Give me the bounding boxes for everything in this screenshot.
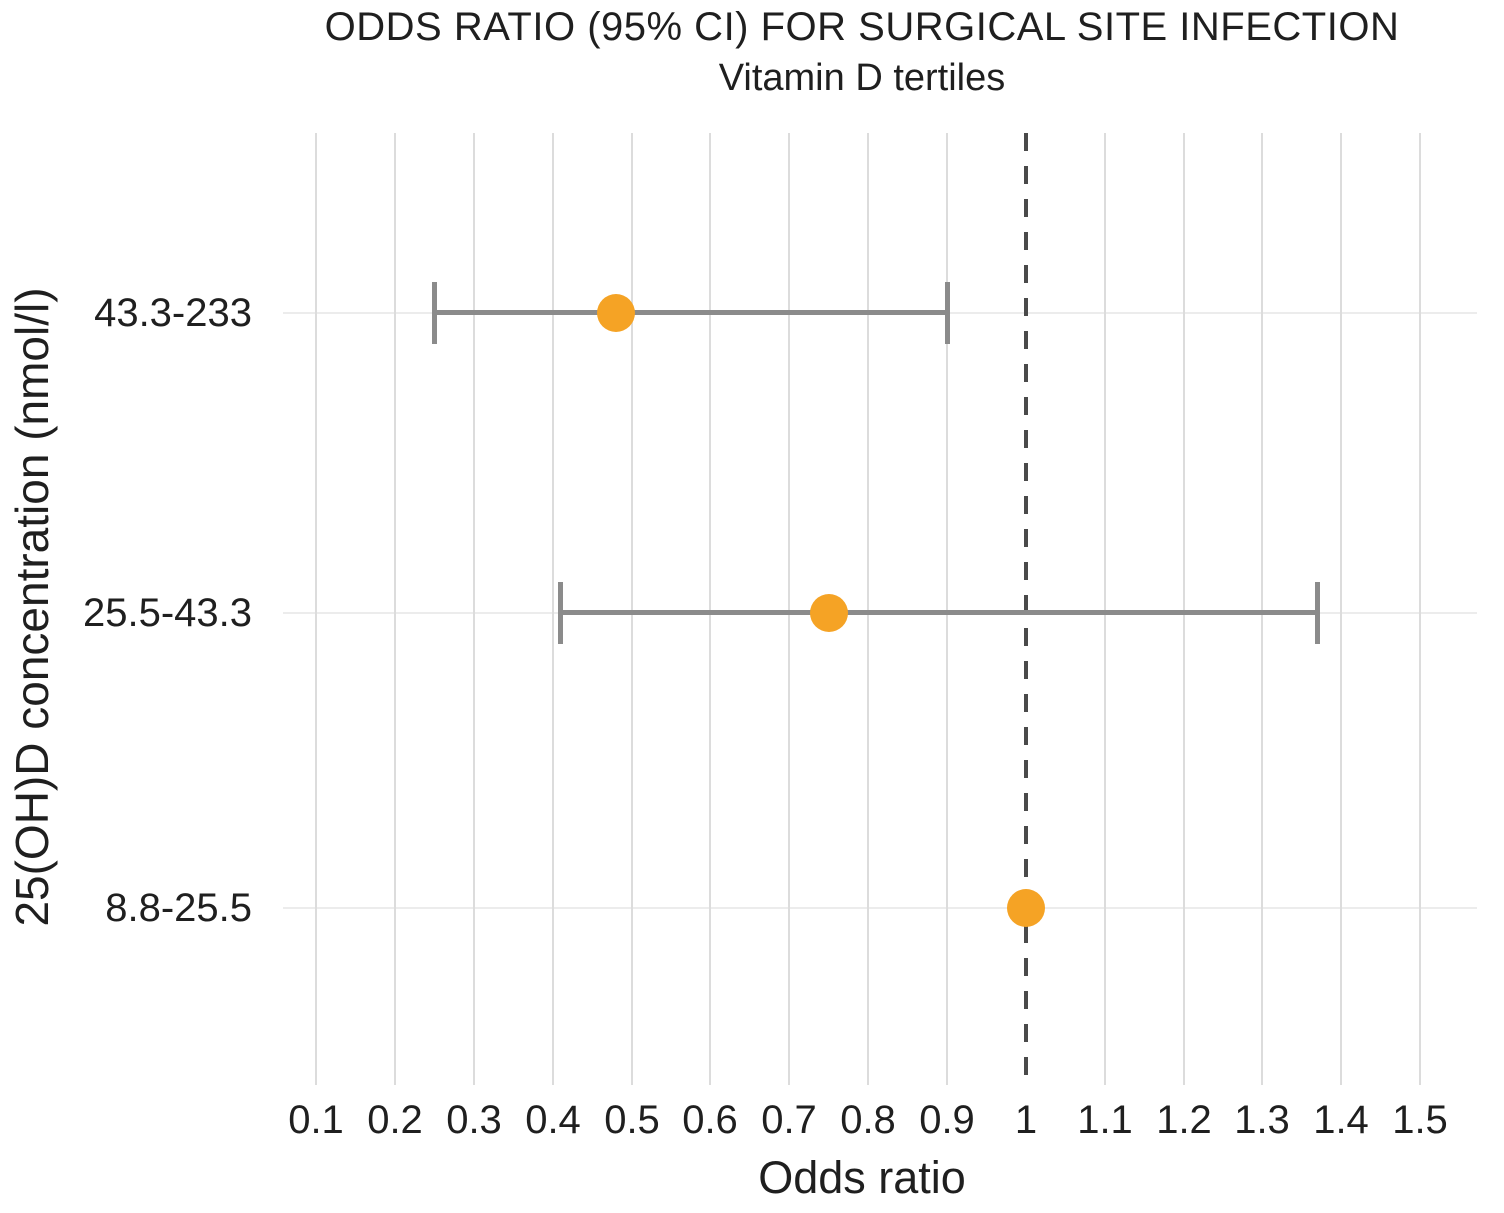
y-category-label: 8.8-25.5 bbox=[105, 886, 252, 930]
reference-line bbox=[1024, 133, 1028, 1085]
gridline bbox=[1261, 133, 1263, 1085]
chart-title: ODDS RATIO (95% CI) FOR SURGICAL SITE IN… bbox=[324, 5, 1400, 49]
error-bar bbox=[434, 310, 947, 315]
x-tick-label: 0.7 bbox=[761, 1098, 817, 1142]
x-tick-label: 1.5 bbox=[1392, 1098, 1448, 1142]
gridline bbox=[1183, 133, 1185, 1085]
x-axis-title: Odds ratio bbox=[758, 1152, 966, 1203]
error-bar bbox=[561, 610, 1318, 615]
gridline bbox=[1340, 133, 1342, 1085]
x-tick-label: 1.3 bbox=[1234, 1098, 1290, 1142]
gridline bbox=[1104, 133, 1106, 1085]
gridline bbox=[315, 133, 317, 1085]
x-tick-label: 0.3 bbox=[446, 1098, 502, 1142]
x-tick-label: 1.2 bbox=[1156, 1098, 1212, 1142]
error-bar-cap bbox=[432, 282, 437, 344]
x-tick-label: 0.8 bbox=[840, 1098, 896, 1142]
error-bar-cap bbox=[558, 582, 563, 644]
gridline bbox=[867, 133, 869, 1085]
gridline bbox=[946, 133, 948, 1085]
gridline bbox=[1419, 133, 1421, 1085]
x-tick-label: 1.1 bbox=[1077, 1098, 1133, 1142]
x-tick-label: 0.2 bbox=[367, 1098, 423, 1142]
x-tick-label: 1 bbox=[1014, 1098, 1038, 1142]
gridline bbox=[788, 133, 790, 1085]
x-tick-label: 0.9 bbox=[919, 1098, 975, 1142]
x-tick-label: 0.1 bbox=[288, 1098, 344, 1142]
x-tick-label: 0.5 bbox=[604, 1098, 660, 1142]
gridline bbox=[552, 133, 554, 1085]
or-point bbox=[810, 594, 848, 632]
error-bar-cap bbox=[1315, 582, 1320, 644]
plot-area bbox=[283, 133, 1477, 1085]
x-tick-label: 0.6 bbox=[682, 1098, 738, 1142]
gridline bbox=[394, 133, 396, 1085]
error-bar-cap bbox=[945, 282, 950, 344]
y-category-label: 43.3-233 bbox=[94, 291, 252, 335]
y-category-label: 25.5-43.3 bbox=[82, 591, 252, 635]
gridline bbox=[631, 133, 633, 1085]
or-point bbox=[597, 294, 635, 332]
row-gridline bbox=[283, 907, 1477, 909]
x-tick-label: 0.4 bbox=[525, 1098, 581, 1142]
gridline bbox=[709, 133, 711, 1085]
chart-subtitle: Vitamin D tertiles bbox=[718, 57, 1006, 99]
or-point bbox=[1007, 889, 1045, 927]
x-tick-label: 1.4 bbox=[1313, 1098, 1369, 1142]
gridline bbox=[473, 133, 475, 1085]
